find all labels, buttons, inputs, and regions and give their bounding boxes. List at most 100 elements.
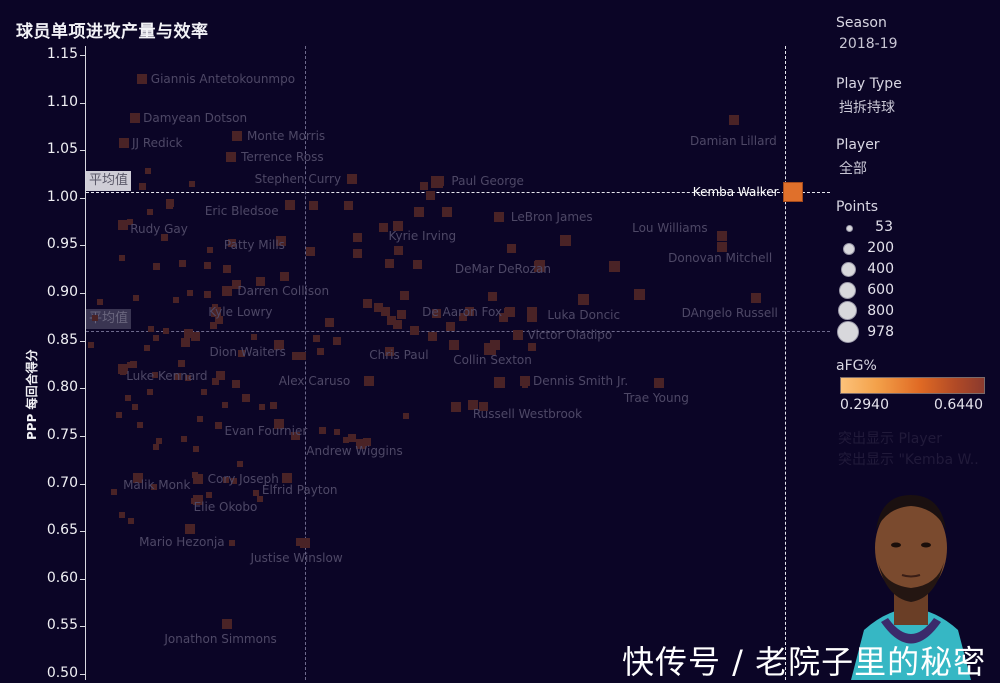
data-point-mark[interactable] — [251, 334, 257, 340]
data-point-mark[interactable] — [97, 299, 103, 305]
data-point-mark[interactable] — [193, 446, 199, 452]
data-point-mark[interactable] — [467, 400, 478, 411]
data-point-mark[interactable] — [137, 422, 143, 428]
data-point-mark[interactable] — [209, 321, 217, 329]
season-filter-value[interactable]: 2018-19 — [839, 36, 898, 52]
data-point-mark[interactable] — [283, 474, 291, 482]
data-point-mark[interactable] — [192, 472, 198, 478]
data-point-mark[interactable] — [173, 297, 179, 303]
data-point-mark[interactable] — [147, 209, 153, 215]
data-point-mark[interactable] — [152, 262, 160, 270]
data-point-mark[interactable] — [119, 512, 125, 518]
data-point-mark[interactable] — [292, 432, 300, 440]
data-point-mark[interactable] — [229, 540, 235, 546]
playtype-filter-value[interactable]: 挡拆持球 — [839, 100, 895, 116]
data-point-mark[interactable] — [519, 375, 530, 386]
data-point-mark[interactable] — [206, 492, 212, 498]
data-point-mark[interactable] — [116, 412, 122, 418]
data-point-mark[interactable] — [633, 288, 645, 300]
data-point-mark[interactable] — [190, 331, 200, 341]
data-point-mark[interactable] — [478, 401, 488, 411]
data-point-mark[interactable] — [363, 375, 374, 386]
data-point-mark[interactable] — [296, 538, 304, 546]
data-point-mark[interactable] — [653, 377, 664, 388]
data-point-mark[interactable] — [503, 307, 513, 317]
data-point-mark[interactable] — [237, 349, 245, 357]
data-point-mark[interactable] — [207, 247, 213, 253]
data-point-mark[interactable] — [232, 380, 240, 388]
data-point-mark[interactable] — [346, 173, 357, 184]
data-point-mark[interactable] — [228, 239, 236, 247]
data-point-mark[interactable] — [284, 199, 295, 210]
data-point-mark[interactable] — [414, 207, 424, 217]
data-point-mark[interactable] — [88, 342, 94, 348]
data-point-mark[interactable] — [191, 498, 197, 504]
data-point-mark[interactable] — [449, 340, 460, 351]
data-point-mark[interactable] — [223, 265, 231, 273]
data-point-mark[interactable] — [153, 335, 159, 341]
data-point-mark[interactable] — [493, 376, 505, 388]
data-point-mark[interactable] — [232, 130, 243, 141]
data-point-mark[interactable] — [292, 352, 300, 360]
data-point-mark[interactable] — [130, 112, 141, 123]
data-point-mark[interactable] — [223, 477, 229, 483]
data-point-mark[interactable] — [222, 618, 233, 629]
data-point-mark[interactable] — [451, 402, 461, 412]
data-point-mark[interactable] — [166, 199, 174, 207]
data-point-mark[interactable] — [178, 259, 186, 267]
data-point-mark[interactable] — [242, 394, 250, 402]
data-point-mark[interactable] — [300, 537, 311, 548]
data-point-mark[interactable] — [559, 234, 571, 246]
data-point-mark[interactable] — [118, 137, 129, 148]
data-point-mark[interactable] — [512, 329, 523, 340]
data-point-mark[interactable] — [318, 426, 326, 434]
data-point-mark[interactable] — [312, 334, 320, 342]
data-point-mark[interactable] — [215, 316, 223, 324]
data-point-mark[interactable] — [427, 331, 437, 341]
data-point-mark[interactable] — [222, 286, 233, 297]
data-point-mark[interactable] — [459, 313, 467, 321]
data-point-mark[interactable] — [445, 321, 455, 331]
data-point-mark[interactable] — [259, 404, 265, 410]
data-point-mark[interactable] — [498, 312, 508, 322]
data-point-mark[interactable] — [308, 200, 318, 210]
data-point-mark[interactable] — [201, 389, 207, 395]
data-point-mark[interactable] — [231, 478, 237, 484]
data-point-mark[interactable] — [222, 402, 228, 408]
data-point-mark[interactable] — [362, 298, 372, 308]
data-point-mark[interactable] — [493, 211, 504, 222]
data-point-mark[interactable] — [120, 369, 126, 375]
data-point-mark[interactable] — [425, 190, 435, 200]
data-point-mark[interactable] — [153, 444, 159, 450]
data-point-mark[interactable] — [305, 246, 315, 256]
data-point-mark[interactable] — [203, 261, 211, 269]
data-point-mark[interactable] — [255, 276, 265, 286]
data-point-mark[interactable] — [180, 337, 190, 347]
data-point-mark[interactable] — [211, 377, 219, 385]
data-point-mark[interactable] — [226, 151, 237, 162]
data-point-mark[interactable] — [177, 359, 185, 367]
data-point-mark[interactable] — [384, 346, 394, 356]
data-point-mark[interactable] — [298, 352, 306, 360]
data-point-mark[interactable] — [212, 304, 218, 310]
data-point-mark[interactable] — [237, 461, 243, 467]
data-point-mark[interactable] — [136, 73, 147, 84]
data-point-mark[interactable] — [138, 182, 146, 190]
highlight-player-input[interactable]: 突出显示 "Kemba W.. — [838, 452, 979, 468]
data-point-mark[interactable] — [343, 437, 349, 443]
scatter-plot[interactable]: PPP 每回合得分 平均值 平均值 1.15 1.10 1.05 1.00 0.95 0.… — [0, 0, 830, 681]
data-point-mark[interactable] — [129, 360, 137, 368]
data-point-mark[interactable] — [279, 271, 289, 281]
data-point-mark[interactable] — [396, 309, 406, 319]
data-point-mark[interactable] — [378, 222, 388, 232]
data-point-mark[interactable] — [133, 472, 144, 483]
data-point-mark[interactable] — [333, 337, 341, 345]
data-point-mark[interactable] — [717, 242, 728, 253]
data-point-mark[interactable] — [275, 235, 286, 246]
data-point-mark[interactable] — [431, 176, 443, 188]
data-point-mark[interactable] — [352, 232, 362, 242]
data-point-mark[interactable] — [253, 490, 259, 496]
data-point-mark[interactable] — [257, 496, 263, 502]
data-point-mark[interactable] — [132, 404, 138, 410]
data-point-mark[interactable] — [148, 326, 154, 332]
